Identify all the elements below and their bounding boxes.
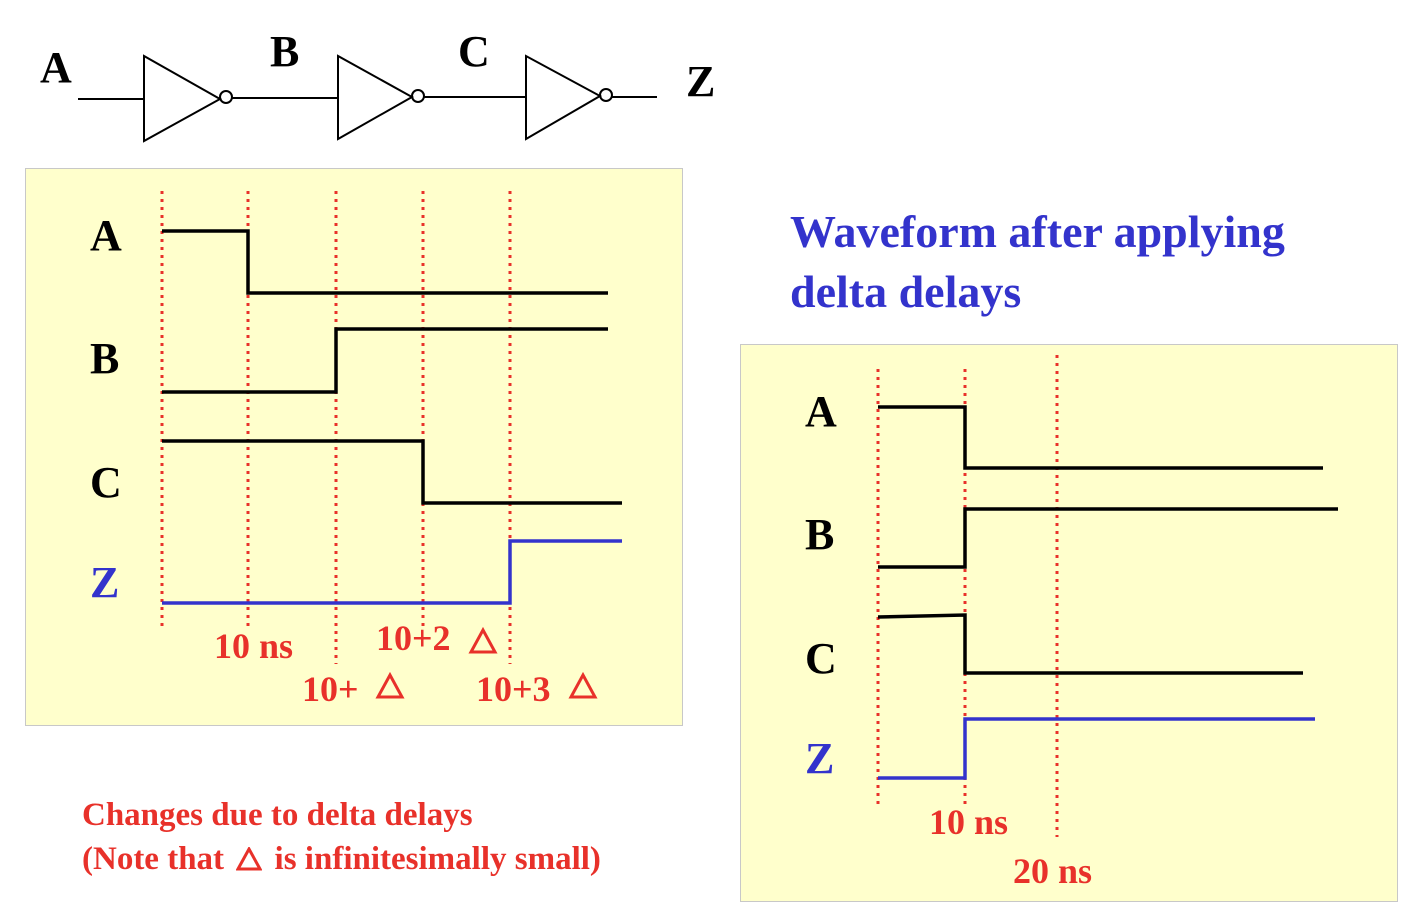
inverter-2-body: [337, 54, 415, 141]
waveform-z: [162, 539, 622, 605]
inverter-3-body: [525, 54, 603, 141]
delta-note-line-2-end: is infinitesimally small): [274, 841, 601, 877]
right-signal-label-z: Z: [805, 734, 835, 783]
right-time-label-20ns: 20 ns: [1013, 851, 1093, 891]
circuit-label-a: A: [40, 43, 72, 92]
right-waveform-c: [877, 613, 1303, 675]
left-signal-label-b: B: [90, 334, 120, 383]
delta-icon-2: [468, 626, 498, 654]
right-signal-label-b: B: [805, 510, 835, 559]
right-waveform-b: [878, 507, 1338, 569]
delta-icon-3: [568, 671, 598, 699]
right-signal-label-c: C: [805, 634, 837, 683]
delta-note-line-2: (Note that is infinitesimally small): [82, 837, 601, 881]
waveform-c: [162, 439, 622, 505]
right-waveform-a: [878, 405, 1323, 470]
waveform-b: [162, 327, 608, 394]
delta-icon: [236, 847, 263, 871]
left-signal-label-c: C: [90, 458, 122, 507]
right-signal-label-a: A: [805, 387, 837, 436]
delta-timing-waveforms: [160, 191, 622, 699]
waveform-a: [162, 229, 608, 295]
right-time-label-10ns: 10 ns: [929, 802, 1009, 842]
inverter-1-bubble: [219, 90, 233, 104]
circuit-label-b: B: [270, 27, 300, 76]
left-signal-label-a: A: [90, 211, 122, 260]
inverter-2-bubble: [411, 89, 425, 103]
circuit-label-c: C: [458, 27, 490, 76]
delta-icon-1: [375, 671, 405, 699]
delta-note-line-1: Changes due to delta delays: [82, 797, 473, 833]
actual-timing-waveforms: [876, 355, 1338, 837]
right-title-line-2: delta delays: [790, 266, 1022, 317]
time-label-10ns: 10 ns: [214, 626, 294, 666]
left-signal-label-z: Z: [90, 558, 120, 607]
time-label-10-plus-delta: 10+: [302, 669, 359, 709]
delta-note-line-2-start: (Note that: [82, 841, 225, 877]
time-label-10-plus-3delta: 10+3: [476, 669, 551, 709]
time-label-10-plus-2delta: 10+2: [376, 618, 451, 658]
inverter-chain-svg: [78, 54, 657, 143]
delta-timing-panel: A B C Z 10 ns 10+2 10+ 10+3: [25, 168, 683, 726]
right-waveform-z: [878, 717, 1315, 780]
circuit-label-z: Z: [686, 57, 716, 106]
inverter-3-bubble: [599, 88, 613, 102]
right-title-line-1: Waveform after applying: [790, 206, 1285, 257]
right-panel-title: Waveform after applying delta delays: [790, 202, 1285, 322]
actual-timing-panel: A B C Z 10 ns 20 ns: [740, 344, 1398, 902]
delta-note: Changes due to delta delays (Note that i…: [82, 793, 601, 881]
inverter-1-body: [143, 54, 223, 143]
